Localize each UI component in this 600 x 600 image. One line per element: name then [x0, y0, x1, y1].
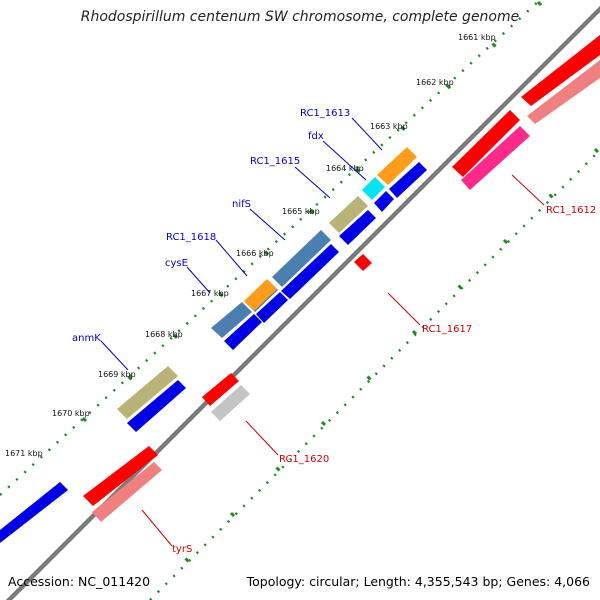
- gene-label-rc1-1618: RC1_1618: [166, 232, 216, 243]
- callout-line: [322, 140, 367, 181]
- gene-anmk: [117, 366, 178, 419]
- major-tick: [275, 466, 281, 472]
- callout-lines: [100, 117, 545, 547]
- callout-line: [141, 509, 173, 547]
- genome-summary: Topology: circular; Length: 4,355,543 bp…: [246, 574, 590, 589]
- gene-labels: RC1_1613 fdx RC1_1615 nifS RC1_1618 cysE…: [72, 108, 596, 555]
- major-tick: [229, 511, 236, 518]
- major-tick: [184, 557, 190, 563]
- callout-line: [245, 420, 279, 456]
- gene-rc1-1617: [354, 254, 372, 271]
- gene-nifs: [272, 230, 331, 287]
- gene-label-rc1-1612: RC1_1612: [546, 205, 596, 216]
- tick-label: 1667 kbp: [191, 289, 229, 298]
- major-tick: [218, 292, 224, 298]
- callout-line: [351, 117, 383, 151]
- outer-tick-ring: [0, 0, 541, 496]
- gene-forward-e: [256, 292, 288, 323]
- major-tick: [400, 125, 406, 131]
- tick-label: 1668 kbp: [145, 330, 183, 339]
- gene-forward-b: [374, 191, 394, 212]
- gene-forward-g: [127, 380, 186, 432]
- major-tick: [354, 167, 361, 173]
- gene-forward-c: [339, 210, 376, 245]
- callout-line: [387, 292, 421, 326]
- gene-forward-h: [0, 482, 68, 543]
- major-tick: [320, 420, 327, 427]
- gene-label-fdx: fdx: [308, 131, 324, 142]
- major-tick: [548, 193, 554, 199]
- gene-tyrs-a: [83, 446, 158, 506]
- tick-label: 1665 kbp: [282, 207, 320, 216]
- gene-label-rc1-1613: RC1_1613: [300, 108, 350, 119]
- gene-label-anmk: anmK: [72, 333, 101, 344]
- callout-line: [294, 166, 331, 199]
- map-title: Rhodospirillum centenum SW chromosome, c…: [80, 9, 520, 25]
- tick-label: 1670 kbp: [52, 409, 90, 418]
- accession-text: Accession: NC_011420: [8, 574, 151, 589]
- callout-line: [215, 239, 248, 277]
- gene-rc1-1620-b: [211, 385, 250, 421]
- tick-label: 1662 kbp: [416, 78, 454, 87]
- gene-rc1-1612-a: [521, 35, 600, 106]
- gene-fdx: [362, 177, 385, 200]
- gene-tyrs-b: [92, 462, 162, 522]
- major-tick: [366, 375, 372, 381]
- major-tick: [81, 416, 88, 423]
- major-tick: [502, 238, 509, 245]
- gene-label-rc1-1615: RC1_1615: [250, 156, 300, 167]
- major-tick: [457, 284, 463, 290]
- gene-label-cyse: cysE: [165, 258, 188, 269]
- major-tick: [172, 333, 179, 339]
- gene-rc1-1613: [377, 147, 417, 185]
- major-tick: [593, 147, 600, 154]
- tick-label: 1669 kbp: [98, 370, 136, 379]
- major-tick: [491, 42, 497, 48]
- gene-label-tyrs: tyrS: [172, 544, 192, 555]
- major-tick: [536, 0, 543, 7]
- tick-labels: 1661 kbp 1662 kbp 1663 kbp 1664 kbp 1665…: [5, 33, 496, 458]
- callout-line: [249, 208, 286, 241]
- major-tick: [445, 84, 452, 90]
- gene-rc1-1615: [329, 196, 368, 233]
- major-tick: [127, 375, 133, 381]
- tick-label: 1664 kbp: [326, 164, 364, 173]
- gene-label-rc1-1617: RC1_1617: [422, 324, 472, 335]
- gene-features: [0, 35, 600, 543]
- callout-line: [100, 340, 129, 371]
- gene-rc1-1612-c: [452, 110, 520, 177]
- gene-steelblue-b: [211, 302, 252, 338]
- gene-forward-a: [389, 162, 427, 198]
- tick-label: 1666 kbp: [236, 249, 274, 258]
- gene-forward-f: [224, 314, 262, 350]
- gene-label-rc1-1620: RC1_1620: [279, 454, 329, 465]
- gene-cyse: [244, 279, 277, 311]
- tick-label: 1663 kbp: [370, 122, 408, 131]
- major-ticks: [81, 0, 600, 563]
- major-tick: [411, 329, 418, 336]
- gene-rc1-1612-d: [461, 126, 530, 190]
- callout-line: [186, 266, 211, 294]
- gene-forward-d: [281, 244, 339, 299]
- major-tick: [309, 208, 315, 215]
- gene-rc1-1620-a: [202, 373, 239, 406]
- callout-line: [511, 174, 545, 206]
- tick-label: 1671 kbp: [5, 449, 43, 458]
- major-tick: [263, 250, 270, 256]
- gene-rc1-1612-b: [527, 60, 600, 124]
- gene-label-nifs: nifS: [232, 199, 251, 210]
- tick-label: 1661 kbp: [458, 33, 496, 42]
